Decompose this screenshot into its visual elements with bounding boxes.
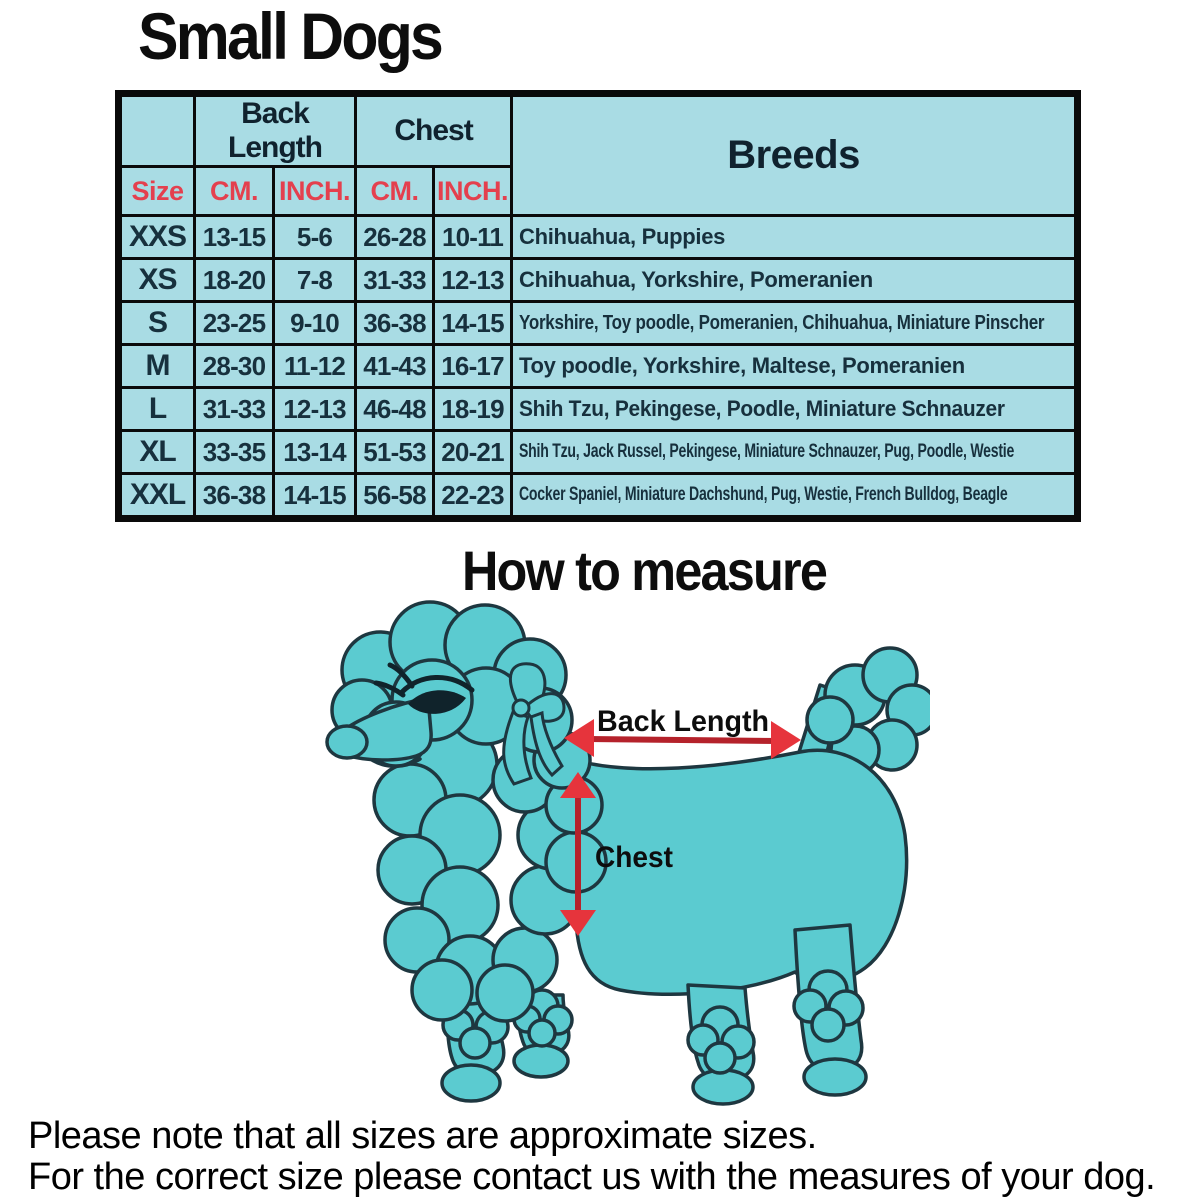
- tail-pompom: [805, 646, 930, 776]
- back-length-label: Back Length: [597, 705, 769, 738]
- chest-inch-header: INCH.: [431, 165, 514, 217]
- cell-breeds: Chihuahua, Yorkshire, Pomeranien: [510, 257, 1079, 303]
- eyelashes: [373, 662, 475, 698]
- cell-breeds: Shih Tzu, Pekingese, Poodle, Miniature S…: [510, 386, 1079, 432]
- cell-back-cm: 18-20: [193, 257, 275, 303]
- chest-label: Chest: [595, 841, 673, 874]
- breeds-header: Breeds: [510, 92, 1079, 217]
- cell-back-inch: 7-8: [272, 257, 357, 303]
- table-row: M 28-30 11-12 41-43 16-17 Toy poodle, Yo…: [117, 343, 1079, 389]
- table-group-header-row: Back Length Chest Breeds: [117, 92, 1079, 217]
- chest-arrow: [560, 772, 596, 936]
- cell-size: XXS: [117, 214, 196, 260]
- hair-bow: [502, 662, 566, 786]
- cell-back-inch: 5-6: [272, 214, 357, 260]
- cell-chest-inch: 22-23: [431, 472, 514, 520]
- cell-chest-cm: 31-33: [354, 257, 435, 303]
- nose: [325, 724, 369, 760]
- cell-chest-cm: 46-48: [354, 386, 435, 432]
- cell-size: S: [117, 300, 196, 346]
- table-row: L 31-33 12-13 46-48 18-19 Shih Tzu, Peki…: [117, 386, 1079, 432]
- back-length-header: Back Length: [193, 92, 357, 168]
- cell-breeds: Chihuahua, Puppies: [510, 214, 1079, 260]
- cell-breeds: Toy poodle, Yorkshire, Maltese, Pomerani…: [510, 343, 1079, 389]
- how-to-measure-heading: How to measure: [461, 539, 828, 602]
- cell-size: XXL: [117, 472, 196, 520]
- cell-chest-cm: 41-43: [354, 343, 435, 389]
- back-cm-header: CM.: [193, 165, 275, 217]
- cell-breeds: Shih Tzu, Jack Russel, Pekingese, Miniat…: [510, 429, 1079, 475]
- table-row: XL 33-35 13-14 51-53 20-21 Shih Tzu, Jac…: [117, 429, 1079, 475]
- footer-notes: Please note that all sizes are approxima…: [28, 1116, 1198, 1198]
- poodle-illustration: Back Length Chest: [290, 600, 930, 1110]
- table-sub-header-row: Size CM. INCH. CM. INCH.: [117, 165, 1078, 217]
- size-header: Size: [117, 165, 196, 217]
- back-far-leg: [686, 983, 756, 1106]
- cell-back-cm: 36-38: [193, 472, 275, 520]
- cell-back-inch: 14-15: [272, 472, 357, 520]
- cell-breeds: Cocker Spaniel, Miniature Dachshund, Pug…: [510, 472, 1079, 520]
- chest-mane: [372, 721, 608, 1023]
- cell-chest-inch: 16-17: [431, 343, 514, 389]
- cell-chest-cm: 26-28: [354, 214, 435, 260]
- cell-size: XS: [117, 257, 196, 303]
- table-row: XS 18-20 7-8 31-33 12-13 Chihuahua, York…: [117, 257, 1079, 303]
- cell-chest-inch: 10-11: [431, 214, 514, 260]
- cell-back-cm: 13-15: [193, 214, 275, 260]
- page-title: Small Dogs: [138, 0, 444, 73]
- back-inch-header: INCH.: [272, 165, 357, 217]
- mouth: [370, 757, 422, 768]
- note-line-1: Please note that all sizes are approxima…: [28, 1115, 817, 1157]
- cell-breeds: Yorkshire, Toy poodle, Pomeranien, Chihu…: [510, 300, 1079, 346]
- poodle-svg: Back Length Chest: [325, 600, 930, 1106]
- chest-cm-header: CM.: [354, 165, 435, 217]
- back-length-arrow: [564, 719, 801, 759]
- cell-back-cm: 28-30: [193, 343, 275, 389]
- cell-size: M: [117, 343, 196, 389]
- chest-header: Chest: [353, 92, 514, 168]
- cell-chest-inch: 18-19: [431, 386, 514, 432]
- back-near-leg: [792, 923, 868, 1097]
- cell-chest-cm: 56-58: [354, 472, 435, 520]
- cell-size: XL: [117, 429, 196, 475]
- table-row: XXS 13-15 5-6 26-28 10-11 Chihuahua, Pup…: [117, 214, 1079, 260]
- cell-back-inch: 11-12: [272, 343, 357, 389]
- cell-chest-inch: 12-13: [431, 257, 514, 303]
- cell-back-inch: 13-14: [272, 429, 357, 475]
- cell-back-inch: 12-13: [272, 386, 357, 432]
- cell-chest-cm: 36-38: [354, 300, 435, 346]
- cell-back-inch: 9-10: [272, 300, 357, 346]
- cell-back-cm: 23-25: [193, 300, 275, 346]
- size-chart-table: Back Length Chest Breeds Size CM. INCH. …: [115, 90, 1081, 522]
- cell-back-cm: 33-35: [193, 429, 275, 475]
- cell-size: L: [117, 386, 196, 432]
- cell-chest-inch: 20-21: [431, 429, 514, 475]
- table-row: S 23-25 9-10 36-38 14-15 Yorkshire, Toy …: [117, 300, 1079, 346]
- table-row: XXL 36-38 14-15 56-58 22-23 Cocker Spani…: [117, 472, 1079, 520]
- cell-chest-cm: 51-53: [354, 429, 435, 475]
- corner-cell: [117, 92, 196, 168]
- cell-chest-inch: 14-15: [431, 300, 514, 346]
- note-line-2: For the correct size please contact us w…: [28, 1156, 1156, 1198]
- cell-back-cm: 31-33: [193, 386, 275, 432]
- eye: [408, 690, 466, 714]
